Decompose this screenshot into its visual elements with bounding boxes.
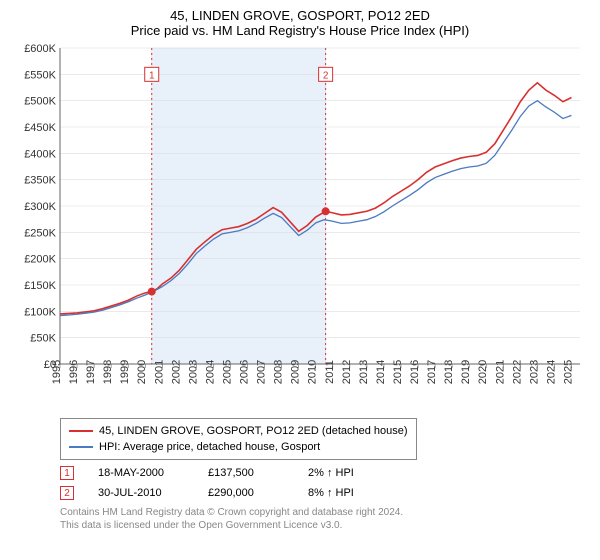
legend-label: 45, LINDEN GROVE, GOSPORT, PO12 2ED (det… <box>99 423 408 439</box>
svg-text:2023: 2023 <box>528 360 540 384</box>
event-price: £290,000 <box>208 487 308 499</box>
svg-text:£400K: £400K <box>24 148 56 160</box>
svg-text:£200K: £200K <box>24 254 56 266</box>
svg-text:1996: 1996 <box>68 360 80 384</box>
svg-text:2003: 2003 <box>187 360 199 384</box>
svg-text:2008: 2008 <box>273 360 285 384</box>
svg-text:£100K: £100K <box>24 306 56 318</box>
svg-text:1997: 1997 <box>85 360 97 384</box>
svg-text:2021: 2021 <box>494 360 506 384</box>
event-date: 18-MAY-2000 <box>98 467 208 479</box>
svg-text:2014: 2014 <box>375 360 387 384</box>
legend-label: HPI: Average price, detached house, Gosp… <box>99 439 320 455</box>
svg-text:2002: 2002 <box>170 360 182 384</box>
svg-text:£50K: £50K <box>30 333 56 345</box>
event-badge: 1 <box>60 466 74 480</box>
chart-plot: £0£50K£100K£150K£200K£250K£300K£350K£400… <box>12 42 588 412</box>
event-badge: 2 <box>60 486 74 500</box>
svg-text:2004: 2004 <box>204 360 216 384</box>
legend: 45, LINDEN GROVE, GOSPORT, PO12 2ED (det… <box>60 418 417 460</box>
svg-text:1998: 1998 <box>102 360 114 384</box>
event-price: £137,500 <box>208 467 308 479</box>
svg-text:2017: 2017 <box>426 360 438 384</box>
svg-text:2000: 2000 <box>136 360 148 384</box>
svg-text:1995: 1995 <box>51 360 63 384</box>
svg-text:2006: 2006 <box>239 360 251 384</box>
svg-text:2005: 2005 <box>221 360 233 384</box>
svg-text:2018: 2018 <box>443 360 455 384</box>
svg-text:2007: 2007 <box>256 360 268 384</box>
svg-text:£250K: £250K <box>24 227 56 239</box>
svg-text:2009: 2009 <box>290 360 302 384</box>
chart-title: 45, LINDEN GROVE, GOSPORT, PO12 2ED <box>12 8 588 23</box>
svg-text:£550K: £550K <box>24 69 56 81</box>
svg-text:2001: 2001 <box>153 360 165 384</box>
svg-text:2: 2 <box>323 70 329 81</box>
event-delta: 8% ↑ HPI <box>308 487 354 499</box>
svg-text:2025: 2025 <box>562 360 574 384</box>
svg-text:£600K: £600K <box>24 43 56 55</box>
svg-text:2015: 2015 <box>392 360 404 384</box>
chart-subtitle: Price paid vs. HM Land Registry's House … <box>12 23 588 38</box>
svg-text:1999: 1999 <box>119 360 131 384</box>
event-delta: 2% ↑ HPI <box>308 467 354 479</box>
svg-text:2024: 2024 <box>545 360 557 384</box>
legend-item: HPI: Average price, detached house, Gosp… <box>69 439 408 455</box>
event-row: 1 18-MAY-2000 £137,500 2% ↑ HPI <box>60 466 588 480</box>
svg-text:£500K: £500K <box>24 96 56 108</box>
svg-text:£300K: £300K <box>24 201 56 213</box>
svg-text:2022: 2022 <box>511 360 523 384</box>
svg-text:2020: 2020 <box>477 360 489 384</box>
svg-text:2013: 2013 <box>358 360 370 384</box>
event-date: 30-JUL-2010 <box>98 487 208 499</box>
svg-text:2019: 2019 <box>460 360 472 384</box>
event-list: 1 18-MAY-2000 £137,500 2% ↑ HPI 2 30-JUL… <box>60 466 588 500</box>
event-row: 2 30-JUL-2010 £290,000 8% ↑ HPI <box>60 486 588 500</box>
svg-text:1: 1 <box>149 70 155 81</box>
svg-text:2016: 2016 <box>409 360 421 384</box>
svg-text:2010: 2010 <box>307 360 319 384</box>
svg-text:£150K: £150K <box>24 280 56 292</box>
footer-attribution: Contains HM Land Registry data © Crown c… <box>60 506 588 532</box>
svg-text:2012: 2012 <box>341 360 353 384</box>
legend-item: 45, LINDEN GROVE, GOSPORT, PO12 2ED (det… <box>69 423 408 439</box>
svg-text:£450K: £450K <box>24 122 56 134</box>
svg-text:£350K: £350K <box>24 175 56 187</box>
